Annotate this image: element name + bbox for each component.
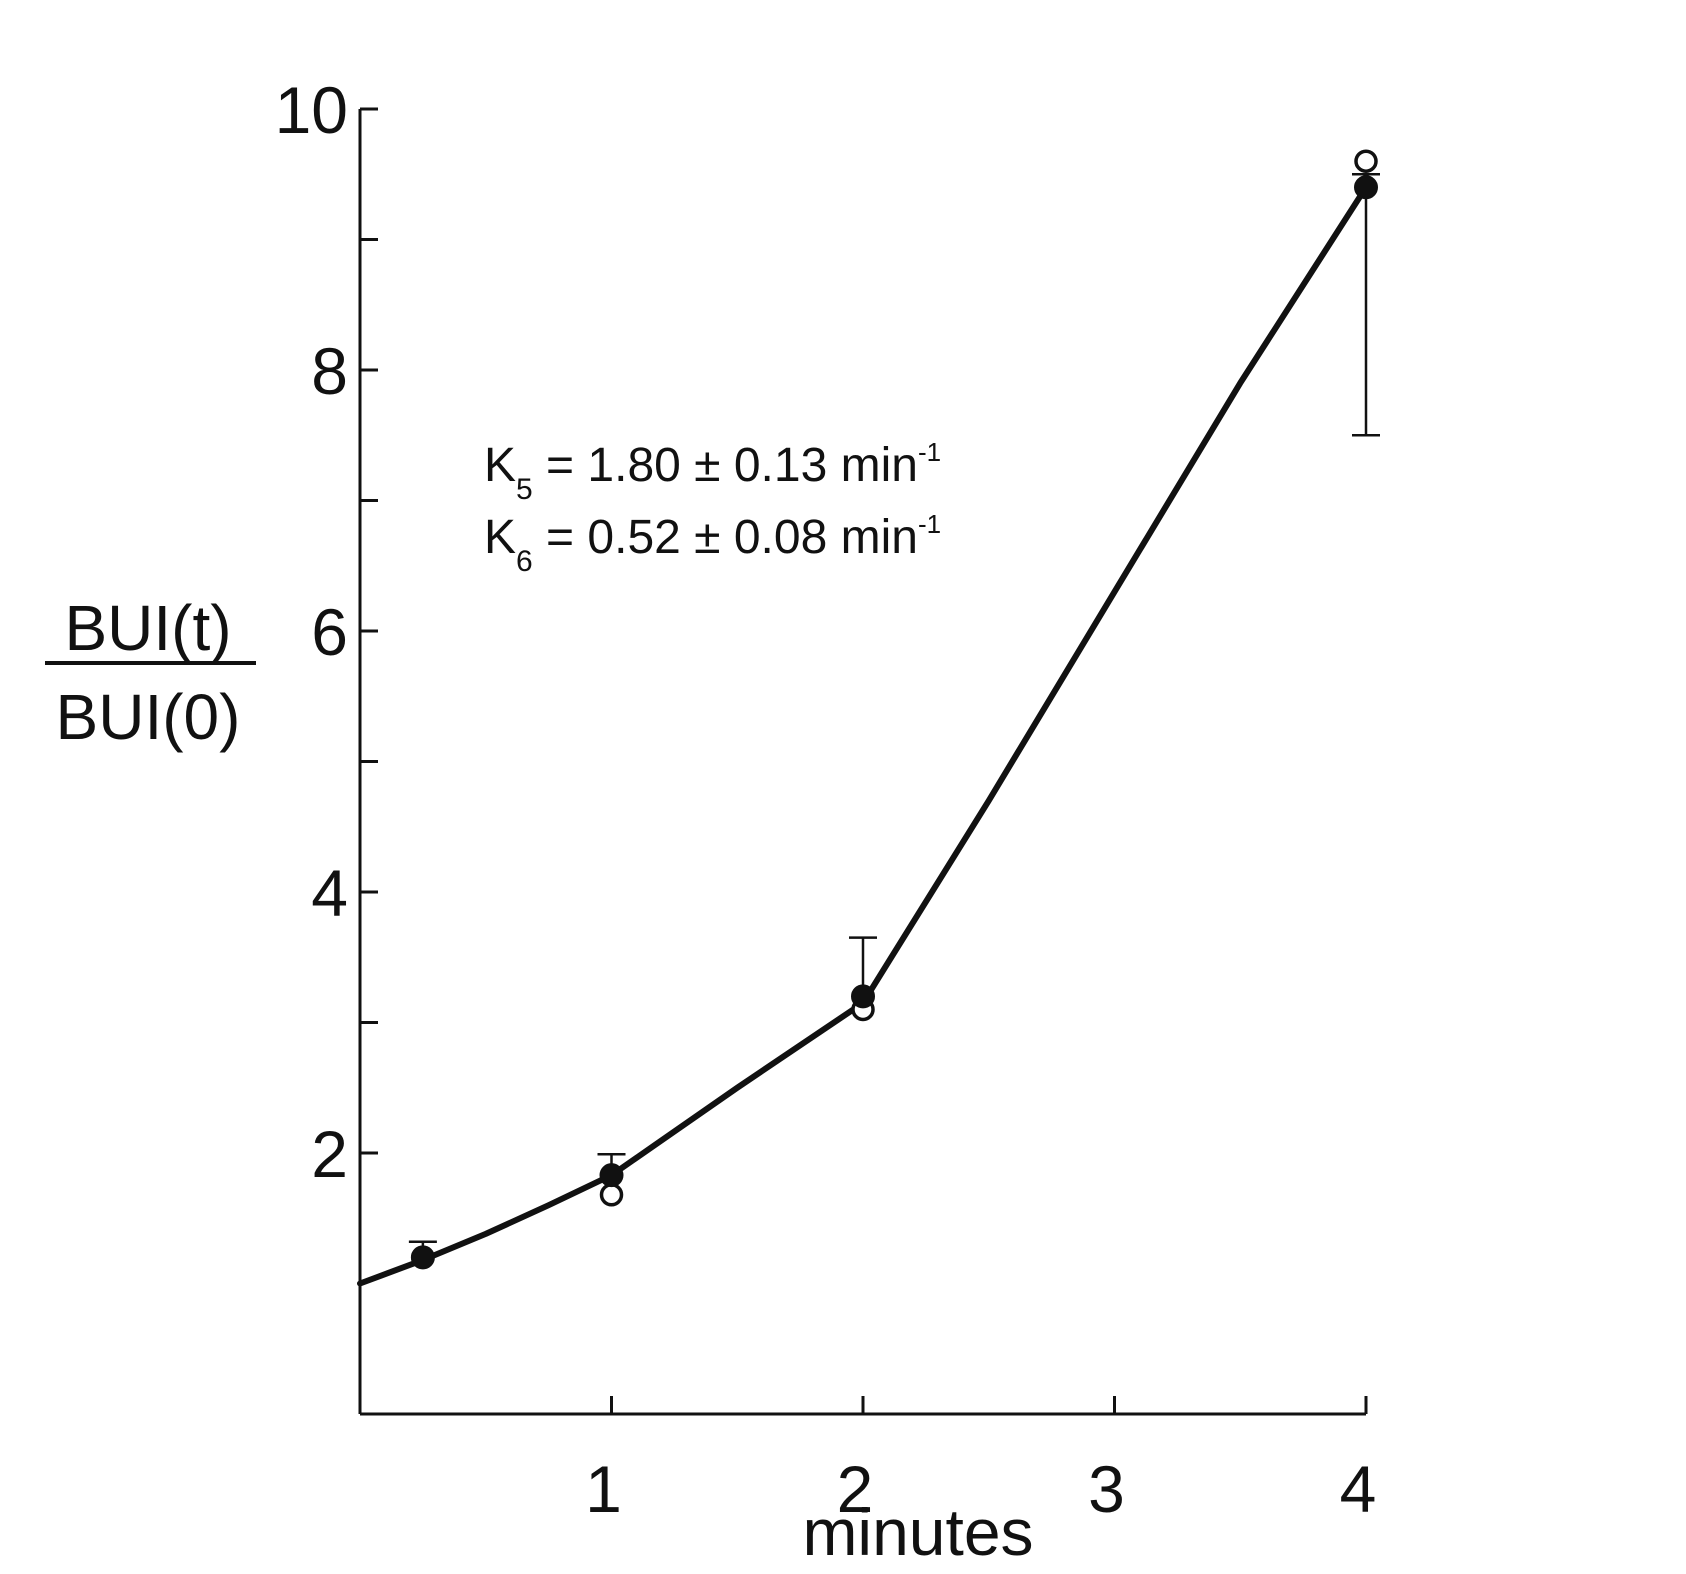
filled-circle-point bbox=[410, 1245, 435, 1270]
y-axis-label-denominator: BUI(0) bbox=[56, 681, 241, 753]
y-tick-label: 4 bbox=[311, 856, 348, 930]
y-tick-label: 6 bbox=[311, 595, 348, 669]
rate-constant-annotation: K6 = 0.52 ± 0.08 min-1 bbox=[484, 509, 941, 578]
axes bbox=[358, 109, 1366, 1416]
x-tick-label: 2 bbox=[837, 1452, 874, 1526]
x-tick-label: 4 bbox=[1340, 1452, 1377, 1526]
y-axis-label: BUI(t) BUI(0) bbox=[45, 592, 256, 753]
fit-line-group bbox=[357, 184, 1369, 1287]
rate-constant-annotation: K5 = 1.80 ± 0.13 min-1 bbox=[484, 437, 941, 506]
y-axis-label-numerator: BUI(t) bbox=[64, 592, 231, 664]
filled-circle-point bbox=[851, 984, 875, 1009]
error-bars bbox=[408, 173, 1380, 1258]
x-tick-label: 1 bbox=[585, 1452, 622, 1526]
filled-circle-point bbox=[599, 1163, 624, 1188]
y-tick-label: 2 bbox=[311, 1117, 348, 1191]
open-circle-point bbox=[599, 1183, 624, 1207]
data-points bbox=[410, 149, 1378, 1270]
filled-circle-point bbox=[1354, 175, 1378, 200]
y-tick-label: 10 bbox=[275, 73, 348, 147]
x-axis-ticks: 1 2 3 4 bbox=[585, 1396, 1376, 1526]
x-tick-label: 3 bbox=[1088, 1452, 1125, 1526]
fit-line bbox=[357, 184, 1369, 1287]
x-axis-label: minutes bbox=[802, 1495, 1033, 1569]
annotations: K5 = 1.80 ± 0.13 min-1K6 = 0.52 ± 0.08 m… bbox=[484, 437, 941, 578]
open-circle-point bbox=[1354, 149, 1378, 173]
y-axis-ticks: 2 4 6 8 10 bbox=[275, 73, 378, 1191]
y-tick-label: 8 bbox=[311, 334, 348, 408]
